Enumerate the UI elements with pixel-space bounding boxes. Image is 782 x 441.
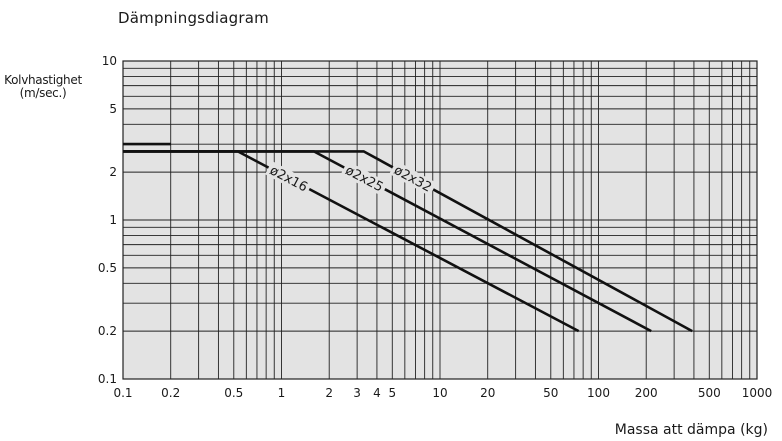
- x-tick-label: 0.5: [224, 386, 243, 400]
- x-tick-label: 100: [587, 386, 610, 400]
- x-tick-label: 0.2: [161, 386, 180, 400]
- x-tick-label: 20: [480, 386, 495, 400]
- x-tick-label: 1000: [742, 386, 773, 400]
- y-axis-label-line2: (m/sec.): [19, 86, 67, 100]
- y-tick-label: 0.1: [98, 372, 117, 386]
- x-tick-label: 500: [698, 386, 721, 400]
- series-label-backdrop: [340, 160, 389, 196]
- y-tick-label: 0.2: [98, 324, 117, 338]
- y-tick-labels: 0.1 0.2 0.5 1 2 5 10: [98, 54, 117, 386]
- grid-horizontal: [123, 67, 757, 332]
- series-label-backdrop: [265, 161, 313, 196]
- y-tick-label: 5: [109, 102, 117, 116]
- x-tick-label: 1: [278, 386, 286, 400]
- series-lines: [123, 142, 693, 333]
- x-tick-label: 2: [325, 386, 333, 400]
- series-line: [123, 150, 693, 333]
- x-tick-label: 10: [432, 386, 447, 400]
- y-tick-label: 1: [109, 213, 117, 227]
- x-tick-label: 3: [353, 386, 361, 400]
- x-tick-label: 4: [373, 386, 381, 400]
- x-tick-label: 50: [543, 386, 558, 400]
- x-tick-labels: 0.1 0.2 0.5 1 2 3 4 5 10 20 50 100 200 500 1000: [113, 386, 772, 400]
- y-tick-label: 2: [109, 165, 117, 179]
- x-tick-label: 5: [388, 386, 396, 400]
- y-tick-label: 10: [102, 54, 117, 68]
- chart-title: Dämpningsdiagram: [118, 9, 269, 27]
- y-tick-label: 0.5: [98, 261, 117, 275]
- x-tick-label: 0.1: [113, 386, 132, 400]
- y-axis-label: Kolvhastighet (m/sec.): [4, 74, 82, 100]
- x-tick-label: 200: [635, 386, 658, 400]
- y-axis-label-line1: Kolvhastighet: [4, 73, 82, 87]
- series-label-backdrop: [389, 160, 437, 197]
- x-axis-label: Massa att dämpa (kg): [614, 422, 768, 438]
